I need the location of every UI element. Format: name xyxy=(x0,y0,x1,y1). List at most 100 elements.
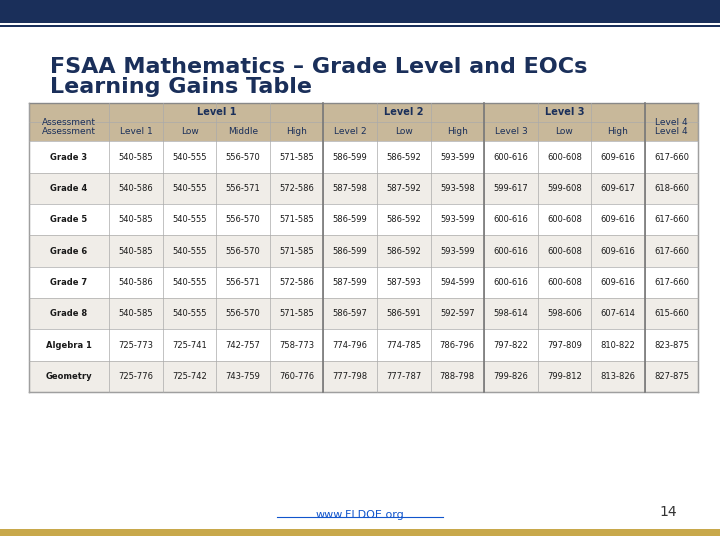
Text: 540-555: 540-555 xyxy=(172,247,207,255)
Text: Algebra 1: Algebra 1 xyxy=(46,341,92,349)
Text: High: High xyxy=(287,127,307,136)
Text: www.FLDOE.org: www.FLDOE.org xyxy=(315,510,405,519)
Text: 540-585: 540-585 xyxy=(119,153,153,161)
Text: 777-787: 777-787 xyxy=(386,372,421,381)
Text: 609-617: 609-617 xyxy=(600,184,636,193)
Text: 572-586: 572-586 xyxy=(279,184,314,193)
Text: 777-798: 777-798 xyxy=(333,372,368,381)
Text: Grade 7: Grade 7 xyxy=(50,278,88,287)
Text: Level 1: Level 1 xyxy=(197,107,236,117)
Text: 571-585: 571-585 xyxy=(279,309,314,318)
Text: 609-616: 609-616 xyxy=(600,278,636,287)
Text: 586-597: 586-597 xyxy=(333,309,368,318)
Text: 556-570: 556-570 xyxy=(225,247,261,255)
Text: 587-593: 587-593 xyxy=(387,278,421,287)
Text: 609-616: 609-616 xyxy=(600,247,636,255)
Text: 609-616: 609-616 xyxy=(600,153,636,161)
Text: 797-822: 797-822 xyxy=(493,341,528,349)
Text: 592-597: 592-597 xyxy=(440,309,474,318)
Text: Assessment: Assessment xyxy=(42,118,96,126)
Text: 556-571: 556-571 xyxy=(225,278,261,287)
Text: 813-826: 813-826 xyxy=(600,372,636,381)
Text: 600-616: 600-616 xyxy=(493,153,528,161)
Text: Grade 4: Grade 4 xyxy=(50,184,88,193)
Text: 587-598: 587-598 xyxy=(333,184,368,193)
Text: 593-598: 593-598 xyxy=(440,184,474,193)
Text: 823-875: 823-875 xyxy=(654,341,689,349)
Text: 586-591: 586-591 xyxy=(387,309,421,318)
Text: 571-585: 571-585 xyxy=(279,215,314,224)
Text: 540-586: 540-586 xyxy=(119,278,153,287)
Text: 540-555: 540-555 xyxy=(172,184,207,193)
Text: 571-585: 571-585 xyxy=(279,153,314,161)
Text: Level 4: Level 4 xyxy=(655,127,688,136)
Text: 788-798: 788-798 xyxy=(440,372,475,381)
Text: Grade 6: Grade 6 xyxy=(50,247,88,255)
Text: 586-592: 586-592 xyxy=(387,215,421,224)
Text: Level 1: Level 1 xyxy=(120,127,153,136)
Text: Level 4: Level 4 xyxy=(655,118,688,126)
Text: 599-617: 599-617 xyxy=(493,184,528,193)
Text: Geometry: Geometry xyxy=(45,372,92,381)
Text: 799-826: 799-826 xyxy=(493,372,528,381)
Text: 594-599: 594-599 xyxy=(440,278,474,287)
Text: 609-616: 609-616 xyxy=(600,215,636,224)
Text: 600-608: 600-608 xyxy=(547,153,582,161)
Text: Middle: Middle xyxy=(228,127,258,136)
Text: 587-599: 587-599 xyxy=(333,278,368,287)
Text: 556-570: 556-570 xyxy=(225,215,261,224)
Text: 556-570: 556-570 xyxy=(225,309,261,318)
Text: 540-555: 540-555 xyxy=(172,278,207,287)
Text: High: High xyxy=(447,127,468,136)
Text: 786-796: 786-796 xyxy=(440,341,475,349)
Text: 615-660: 615-660 xyxy=(654,309,689,318)
Text: Low: Low xyxy=(556,127,573,136)
Text: 725-773: 725-773 xyxy=(118,341,153,349)
Text: 725-776: 725-776 xyxy=(118,372,153,381)
Text: 600-608: 600-608 xyxy=(547,247,582,255)
Text: 617-660: 617-660 xyxy=(654,215,689,224)
Text: 593-599: 593-599 xyxy=(440,153,474,161)
Text: 587-592: 587-592 xyxy=(387,184,421,193)
Text: 797-809: 797-809 xyxy=(547,341,582,349)
Text: 586-592: 586-592 xyxy=(387,247,421,255)
Text: 540-585: 540-585 xyxy=(119,215,153,224)
Text: 799-812: 799-812 xyxy=(547,372,582,381)
Text: 607-614: 607-614 xyxy=(600,309,636,318)
Text: 586-599: 586-599 xyxy=(333,247,368,255)
Text: FSAA Mathematics – Grade Level and EOCs: FSAA Mathematics – Grade Level and EOCs xyxy=(50,57,588,77)
Text: 556-570: 556-570 xyxy=(225,153,261,161)
Text: 572-586: 572-586 xyxy=(279,278,314,287)
Text: Level 2: Level 2 xyxy=(384,107,423,117)
Text: 600-608: 600-608 xyxy=(547,278,582,287)
Text: 598-614: 598-614 xyxy=(493,309,528,318)
Text: 540-585: 540-585 xyxy=(119,309,153,318)
Text: 586-592: 586-592 xyxy=(387,153,421,161)
Text: 600-616: 600-616 xyxy=(493,215,528,224)
Text: 725-741: 725-741 xyxy=(172,341,207,349)
Text: 598-606: 598-606 xyxy=(547,309,582,318)
Text: Low: Low xyxy=(395,127,413,136)
Text: Level 3: Level 3 xyxy=(495,127,527,136)
Text: 586-599: 586-599 xyxy=(333,153,368,161)
Text: 617-660: 617-660 xyxy=(654,247,689,255)
Text: 600-608: 600-608 xyxy=(547,215,582,224)
Text: 600-616: 600-616 xyxy=(493,278,528,287)
Text: High: High xyxy=(608,127,629,136)
Text: Level 2: Level 2 xyxy=(334,127,366,136)
Text: 743-759: 743-759 xyxy=(225,372,261,381)
Text: 774-796: 774-796 xyxy=(333,341,368,349)
Text: Level 3: Level 3 xyxy=(545,107,584,117)
Text: Grade 8: Grade 8 xyxy=(50,309,88,318)
Text: 540-555: 540-555 xyxy=(172,153,207,161)
Text: 617-660: 617-660 xyxy=(654,153,689,161)
Text: 617-660: 617-660 xyxy=(654,278,689,287)
Text: 760-776: 760-776 xyxy=(279,372,314,381)
Text: Grade 3: Grade 3 xyxy=(50,153,88,161)
Text: 593-599: 593-599 xyxy=(440,215,474,224)
Text: 540-585: 540-585 xyxy=(119,247,153,255)
Text: 593-599: 593-599 xyxy=(440,247,474,255)
Text: 586-599: 586-599 xyxy=(333,215,368,224)
Text: 725-742: 725-742 xyxy=(172,372,207,381)
Text: Assessment: Assessment xyxy=(42,127,96,136)
